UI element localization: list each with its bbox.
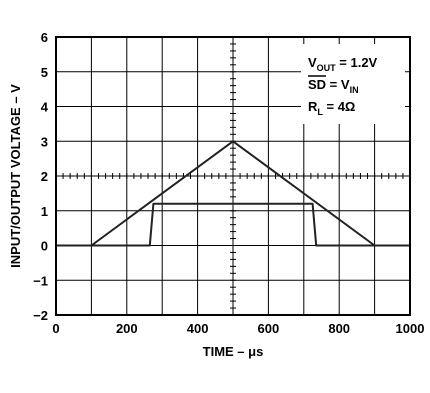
y-tick-label: 4 [41,100,49,115]
y-tick-labels: −2 −1 0 1 2 3 4 5 6 [33,30,49,323]
plot-frame [55,36,411,316]
annotation-rl: RL = 4Ω [308,99,355,117]
y-tick-label: 0 [41,239,48,254]
x-tick-label: 800 [328,321,350,336]
y-tick-label: −2 [33,308,48,323]
annotation-vout: VOUT = 1.2V [308,55,378,73]
x-tick-label: 1000 [396,321,425,336]
y-tick-label: 6 [41,30,48,45]
y-tick-label: 3 [41,134,48,149]
x-tick-label: 400 [187,321,209,336]
series-layer [56,140,410,247]
x-axis-title: TIME – μs [203,344,264,359]
x-tick-label: 600 [258,321,280,336]
series-output-line [56,202,410,247]
y-tick-label: 1 [41,204,48,219]
y-tick-label: 5 [41,65,48,80]
y-tick-label: −1 [33,273,48,288]
x-tick-labels: 0 200 400 600 800 1000 [52,321,424,336]
annotation-box [301,44,405,124]
annotation-sd: SD = VIN [308,77,359,95]
x-tick-label: 200 [116,321,138,336]
y-tick-label: 2 [41,169,48,184]
y-axis-title: INPUT/OUTPUT VOLTAGE – V [8,84,23,268]
x-tick-label: 0 [52,321,59,336]
